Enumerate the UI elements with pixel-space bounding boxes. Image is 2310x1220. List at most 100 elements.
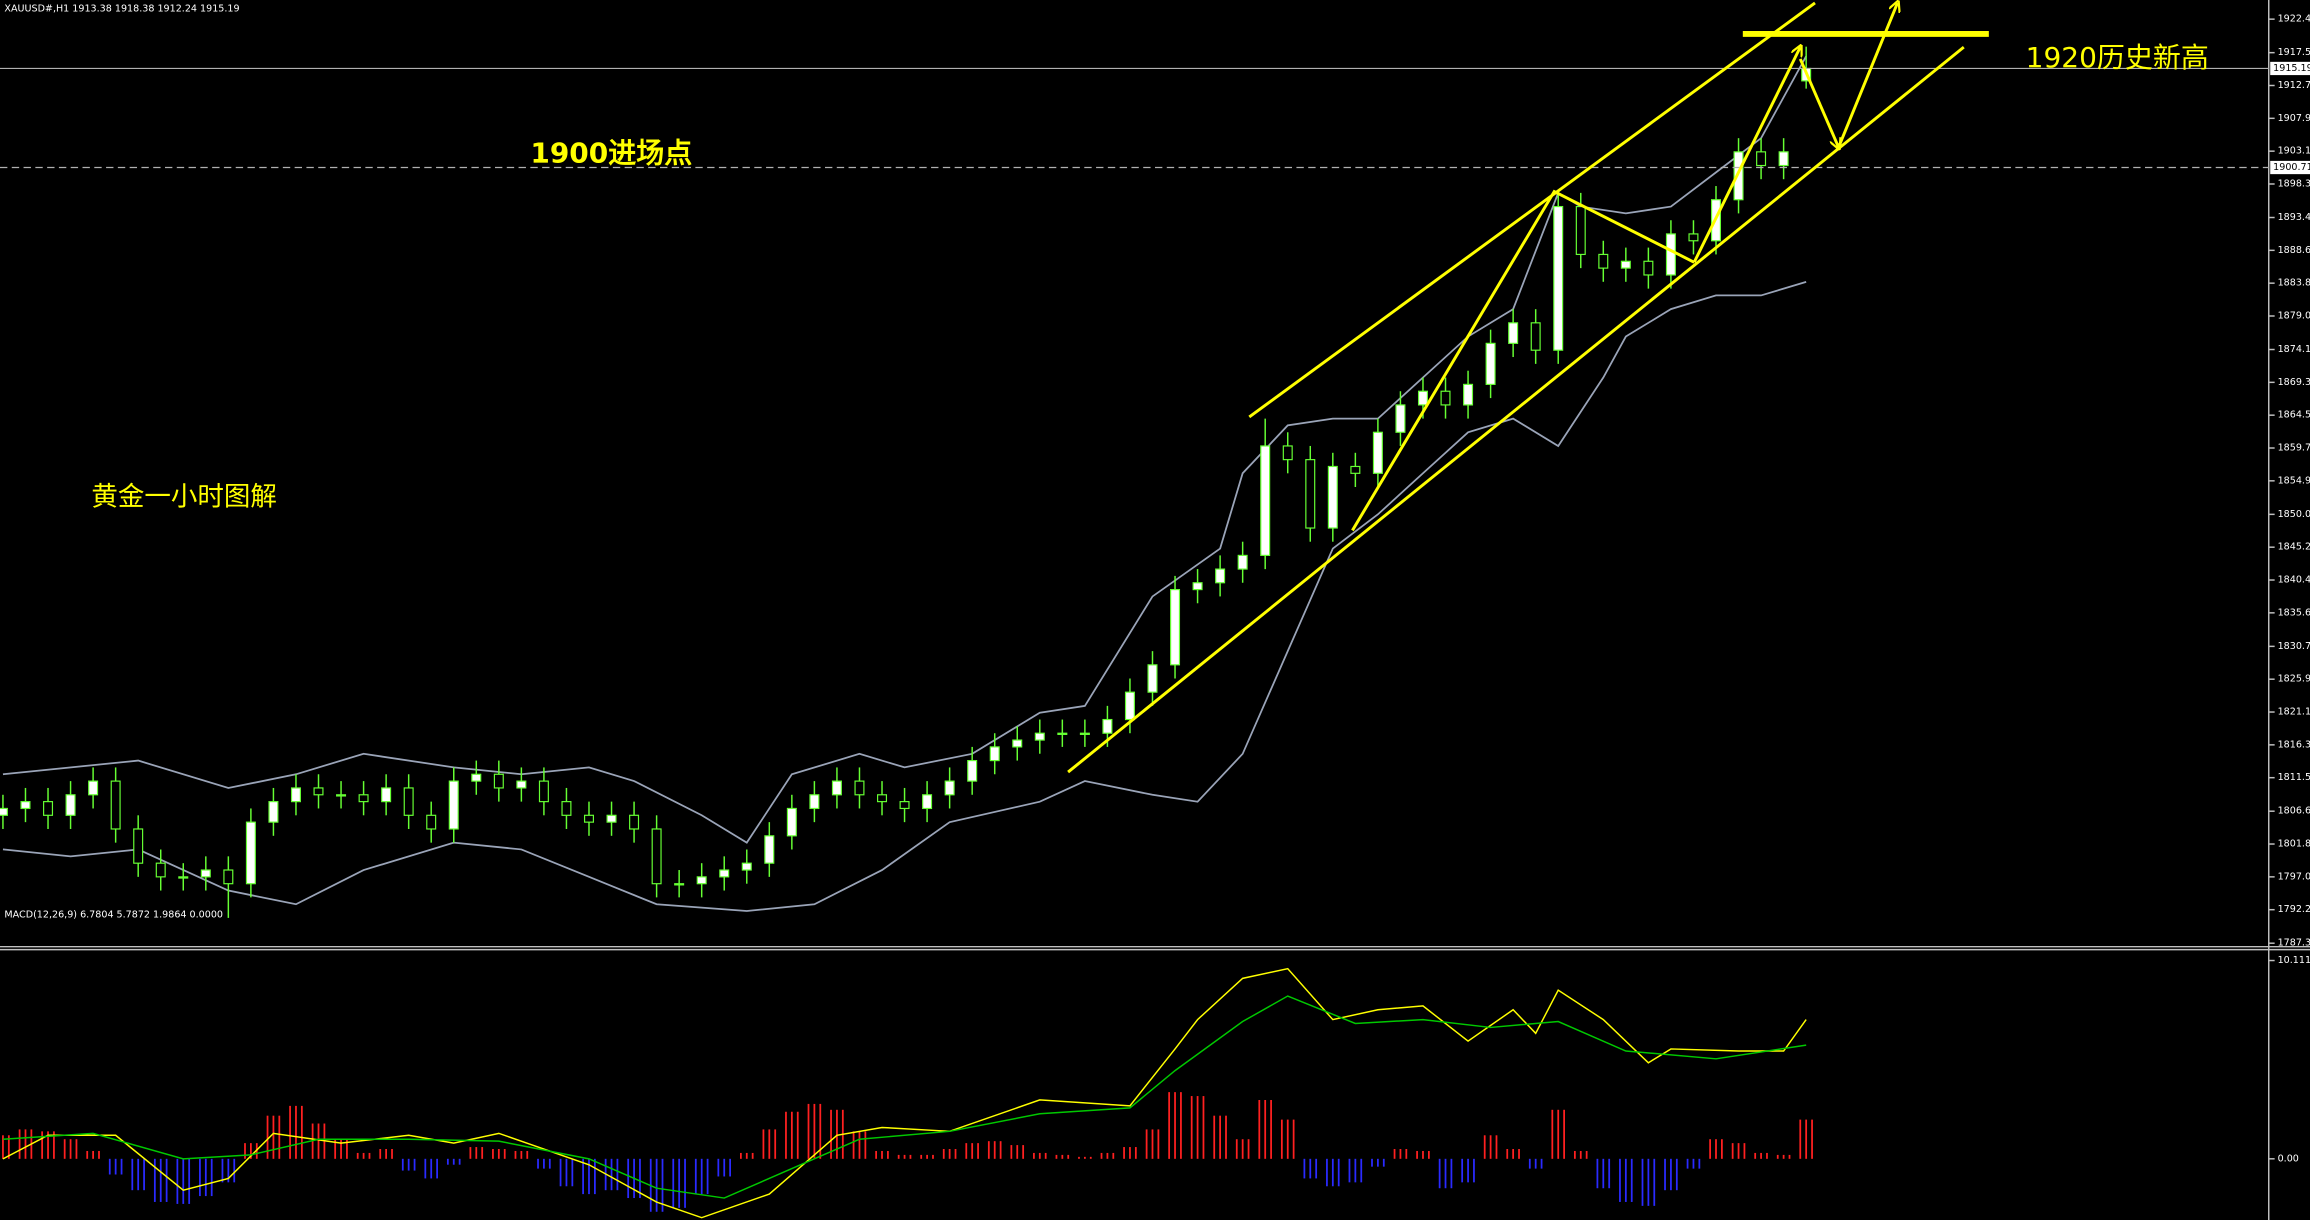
candle-body bbox=[1530, 322, 1541, 351]
y-tick-label: 1903.10 bbox=[2278, 146, 2310, 157]
candle-body bbox=[1260, 445, 1271, 556]
candle-body bbox=[967, 759, 978, 782]
candle-body bbox=[1643, 260, 1654, 276]
chart-title: XAUUSD#,H1 1913.38 1918.38 1912.24 1915.… bbox=[4, 3, 239, 14]
candle-body bbox=[133, 828, 144, 864]
y-tick-label: 1917.50 bbox=[2278, 47, 2310, 58]
candle-body bbox=[471, 773, 482, 782]
y-tick-label: 1859.70 bbox=[2278, 443, 2310, 454]
candle-body bbox=[922, 794, 933, 810]
candle-body bbox=[1463, 383, 1474, 406]
candle-body bbox=[1079, 732, 1090, 735]
price-label: 1900.71 bbox=[2273, 162, 2310, 173]
candle-body bbox=[741, 862, 752, 871]
y-tick-label: 1898.30 bbox=[2278, 178, 2310, 189]
candle-body bbox=[1282, 445, 1293, 461]
y-tick-label: 1854.90 bbox=[2278, 475, 2310, 486]
candle-body bbox=[786, 807, 797, 837]
candle-body bbox=[1620, 260, 1631, 269]
candle-body bbox=[516, 780, 527, 789]
candle-body bbox=[1598, 253, 1609, 269]
candle-body bbox=[268, 801, 279, 823]
candle-body bbox=[831, 780, 842, 796]
candle-body bbox=[696, 876, 707, 885]
y-tick-label: 1806.60 bbox=[2278, 806, 2310, 817]
candle-body bbox=[1192, 582, 1203, 591]
y-tick-label: 1912.70 bbox=[2278, 80, 2310, 91]
candle-body bbox=[877, 794, 888, 803]
candle-body bbox=[809, 794, 820, 810]
y-tick-label: 1888.60 bbox=[2278, 245, 2310, 256]
candle-body bbox=[1327, 465, 1338, 529]
y-tick-label: 10.1117 bbox=[2278, 955, 2310, 966]
y-tick-label: 1825.90 bbox=[2278, 674, 2310, 685]
candle-body bbox=[1553, 205, 1564, 351]
candle-body bbox=[674, 883, 685, 886]
candle-body bbox=[178, 876, 189, 879]
candle-body bbox=[448, 780, 459, 830]
y-tick-label: 0.00 bbox=[2278, 1153, 2299, 1164]
macd-line bbox=[2, 995, 1807, 1199]
candle-body bbox=[381, 787, 392, 803]
candle-body bbox=[1305, 459, 1316, 529]
candle-body bbox=[1733, 151, 1744, 201]
zigzag-line bbox=[1351, 189, 1695, 532]
candle-body bbox=[336, 794, 347, 797]
candle-body bbox=[403, 787, 414, 816]
candle-body bbox=[561, 801, 572, 816]
y-tick-label: 1864.50 bbox=[2278, 410, 2310, 421]
candle-body bbox=[1665, 233, 1676, 276]
candle-body bbox=[0, 807, 8, 816]
candle-body bbox=[200, 869, 211, 878]
candle-body bbox=[1350, 465, 1361, 474]
candle-body bbox=[1417, 390, 1428, 406]
candle-body bbox=[313, 787, 324, 796]
candle-body bbox=[764, 835, 775, 864]
y-tick-label: 1840.40 bbox=[2278, 575, 2310, 586]
candle-body bbox=[1778, 151, 1789, 167]
y-tick-label: 1879.00 bbox=[2278, 310, 2310, 321]
candle-body bbox=[1012, 739, 1023, 748]
candle-body bbox=[651, 828, 662, 885]
y-tick-label: 1874.10 bbox=[2278, 344, 2310, 355]
y-tick-label: 1787.30 bbox=[2278, 938, 2310, 949]
candle-body bbox=[944, 780, 955, 796]
candle-body bbox=[629, 814, 640, 830]
candle-body bbox=[1395, 404, 1406, 433]
price-label: 1915.19 bbox=[2273, 63, 2310, 74]
candle-body bbox=[20, 801, 31, 810]
candle-body bbox=[43, 801, 54, 816]
macd-line bbox=[2, 967, 1807, 1219]
candle-body bbox=[1440, 390, 1451, 406]
y-tick-label: 1821.10 bbox=[2278, 707, 2310, 718]
bollinger-band bbox=[2, 281, 1807, 912]
candle-body bbox=[989, 746, 1000, 762]
candle-body bbox=[493, 773, 504, 789]
candle-body bbox=[1688, 233, 1699, 242]
candle-body bbox=[1372, 431, 1383, 474]
y-tick-label: 1830.70 bbox=[2278, 641, 2310, 652]
candle-body bbox=[245, 821, 256, 885]
y-tick-label: 1883.80 bbox=[2278, 278, 2310, 289]
price-label-box bbox=[2270, 160, 2310, 175]
annotation: 黄金一小时图解 bbox=[91, 482, 276, 513]
candle-body bbox=[854, 780, 865, 796]
y-tick-label: 1816.30 bbox=[2278, 739, 2310, 750]
price-label-box bbox=[2270, 61, 2310, 76]
y-tick-label: 1922.40 bbox=[2278, 14, 2310, 25]
candle-body bbox=[538, 780, 549, 803]
candle-body bbox=[1057, 732, 1068, 735]
y-tick-label: 1797.00 bbox=[2278, 871, 2310, 882]
price-pane: XAUUSD#,H1 1913.38 1918.38 1912.24 1915.… bbox=[0, 3, 2310, 949]
y-tick-label: 1801.80 bbox=[2278, 839, 2310, 850]
candle-body bbox=[606, 814, 617, 823]
candle-body bbox=[358, 794, 369, 803]
candle-body bbox=[1147, 664, 1158, 693]
y-tick-label: 1845.20 bbox=[2278, 542, 2310, 553]
candle-body bbox=[1575, 205, 1586, 256]
candle-body bbox=[1485, 342, 1496, 385]
candle-body bbox=[1508, 322, 1519, 344]
